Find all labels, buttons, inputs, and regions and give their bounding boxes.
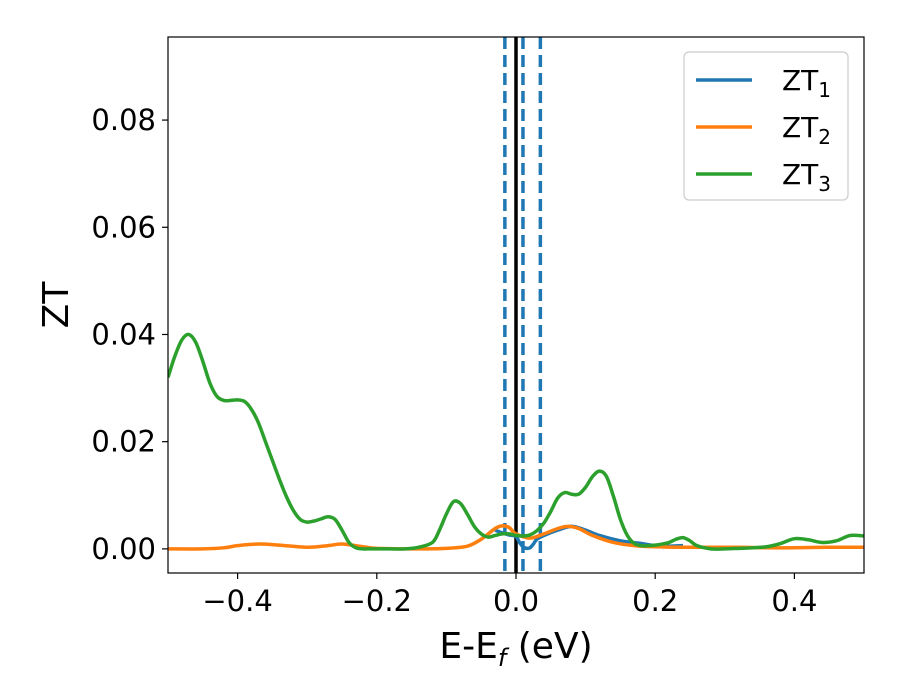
y-tick-label: 0.02 [91,425,156,459]
y-tick-label: 0.06 [91,210,156,244]
series-line-zt3 [168,332,864,551]
legend-label-subscript: 1 [818,78,831,102]
legend-label-zt1: ZT1 [782,64,831,102]
x-tick-label: 0.2 [632,584,678,618]
x-axis-label-unit: (eV) [506,626,592,667]
legend-label-main: ZT [782,64,819,97]
x-axis-label-main: E-E [439,626,497,667]
legend-label-subscript: 2 [818,125,831,149]
legend-label-main: ZT [782,111,819,144]
x-axis-ticks: −0.4 −0.2 0.0 0.2 0.4 [202,573,817,618]
y-axis-label: ZT [36,281,77,329]
x-tick-label: −0.4 [202,584,272,618]
y-axis-ticks: 0.00 0.02 0.04 0.06 0.08 [91,103,168,566]
legend-label-subscript: 3 [818,172,831,196]
x-tick-label: −0.2 [342,584,412,618]
series-line-zt2 [168,524,864,551]
y-tick-label: 0.04 [91,317,156,351]
y-tick-label: 0.00 [91,532,156,566]
y-tick-label: 0.08 [91,103,156,137]
series-lines [168,332,864,551]
legend-label-main: ZT [782,158,819,191]
legend-label-zt2: ZT2 [782,111,831,149]
legend-box [683,51,849,201]
x-tick-label: 0.4 [771,584,817,618]
legend-label-zt3: ZT3 [782,158,831,196]
x-axis-label: E-Ef (eV) [439,626,592,672]
vertical-reference-lines [503,37,543,573]
x-tick-label: 0.0 [493,584,539,618]
